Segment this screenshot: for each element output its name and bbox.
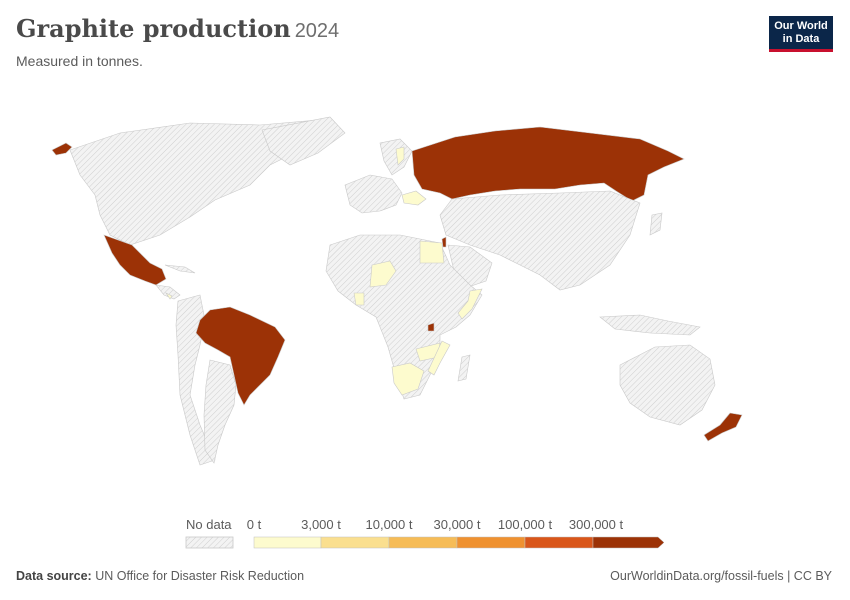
legend-bin-1: [320, 536, 390, 549]
owid-logo[interactable]: Our World in Data: [769, 16, 833, 52]
country-japan[interactable]: [649, 212, 663, 236]
footer-source: Data source: UN Office for Disaster Risk…: [16, 569, 304, 583]
footer-url[interactable]: OurWorldinData.org/fossil-fuels | CC BY: [610, 569, 832, 583]
country-alaska-islet[interactable]: [51, 142, 73, 156]
country-asia[interactable]: [439, 190, 641, 291]
legend: No data 0 t 3,000 t 10,000 t 30,000 t 10…: [185, 517, 665, 549]
world-map: [51, 116, 743, 466]
source-label: Data source:: [16, 569, 92, 583]
legend-bin-2: [388, 536, 458, 549]
country-australia[interactable]: [619, 344, 716, 426]
legend-tick-3: 30,000 t: [434, 517, 481, 532]
chart-title: Graphite production 2024: [16, 14, 339, 43]
country-israel[interactable]: [441, 236, 447, 248]
legend-bin-3: [456, 536, 526, 549]
legend-tick-2: 10,000 t: [366, 517, 413, 532]
legend-bin-0: [253, 536, 322, 549]
source-text: UN Office for Disaster Risk Reduction: [95, 569, 305, 583]
legend-tick-0: 0 t: [247, 517, 262, 532]
country-sweden[interactable]: [395, 146, 405, 166]
legend-tick-4: 100,000 t: [498, 517, 553, 532]
country-costa-rica[interactable]: [165, 292, 173, 300]
country-central-america[interactable]: [155, 284, 181, 300]
country-tanzania[interactable]: [427, 322, 435, 332]
country-new-zealand[interactable]: [703, 412, 743, 442]
country-niger[interactable]: [369, 260, 397, 288]
legend-no-data-swatch: [185, 536, 234, 549]
country-scandinavia[interactable]: [379, 138, 413, 176]
logo-line-1: Our World: [774, 20, 828, 32]
title-year: 2024: [294, 20, 340, 42]
legend-bin-4: [524, 536, 594, 549]
country-cuba[interactable]: [164, 264, 196, 274]
country-greenland[interactable]: [261, 116, 346, 166]
country-brazil[interactable]: [195, 306, 286, 406]
title-text: Graphite production: [16, 14, 291, 43]
country-somalia[interactable]: [457, 288, 483, 320]
country-argentina-chile[interactable]: [203, 359, 237, 464]
country-russia[interactable]: [411, 126, 685, 202]
legend-tick-5: 300,000 t: [569, 517, 624, 532]
legend-bin-5: [592, 536, 665, 549]
country-indonesia[interactable]: [599, 314, 701, 336]
country-ukraine[interactable]: [401, 190, 427, 206]
country-madagascar[interactable]: [457, 354, 471, 382]
country-mexico[interactable]: [103, 234, 167, 286]
legend-no-data-label: No data: [186, 517, 232, 532]
country-mozambique[interactable]: [427, 340, 451, 376]
logo-line-2: in Data: [782, 33, 820, 45]
legend-tick-1: 3,000 t: [301, 517, 341, 532]
country-europe-west[interactable]: [344, 174, 403, 214]
country-egypt[interactable]: [419, 240, 445, 264]
country-ivory-coast[interactable]: [353, 292, 365, 306]
chart-subtitle: Measured in tonnes.: [16, 53, 143, 69]
country-botswana-zimbabwe[interactable]: [391, 362, 425, 396]
